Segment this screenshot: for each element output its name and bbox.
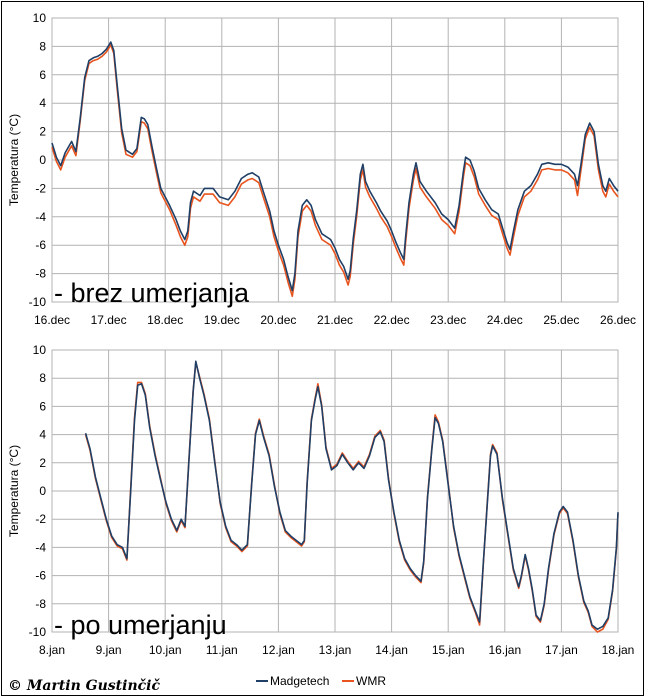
y-tick-label: 10 xyxy=(33,343,47,357)
x-tick-label: 18.jan xyxy=(602,643,635,657)
y-axis-label: Temperatura (°C) xyxy=(7,114,21,206)
x-tick-label: 16.dec xyxy=(34,313,70,327)
x-tick-label: 11.jan xyxy=(206,643,238,657)
x-tick-label: 12.jan xyxy=(262,643,295,657)
y-tick-label: 0 xyxy=(39,153,46,167)
chart-top: 10 8 6 4 2 0 -2 -4 -6 -8 -10 16.dec 17.dec 18.dec 19.d… xyxy=(7,11,636,327)
x-tick-label: 14.jan xyxy=(375,643,408,657)
x-tick-label: 25.dec xyxy=(543,313,579,327)
copyright-text: © Martin Gustinčič xyxy=(8,678,160,694)
x-tick-label: 10.jan xyxy=(149,643,182,657)
legend: Madgetech WMR xyxy=(256,674,386,688)
chart-annotation: - brez umerjanja xyxy=(54,278,250,308)
y-tick-label: -2 xyxy=(35,181,46,195)
y-tick-label: 2 xyxy=(39,456,46,470)
y-tick-label: 0 xyxy=(39,484,46,498)
x-tick-label: 16.jan xyxy=(488,643,521,657)
y-tick-label: 4 xyxy=(39,428,46,442)
y-tick-label: 2 xyxy=(39,125,46,139)
x-tick-label: 21.dec xyxy=(317,313,353,327)
x-tick-label: 9.jan xyxy=(96,643,122,657)
y-tick-label: -8 xyxy=(35,267,46,281)
y-tick-label: 8 xyxy=(39,371,46,385)
y-tick-label: 10 xyxy=(33,11,47,25)
x-tick-label: 23.dec xyxy=(430,313,466,327)
y-tick-label: 8 xyxy=(39,39,46,53)
y-tick-label: 4 xyxy=(39,96,46,110)
y-tick-label: 6 xyxy=(39,399,46,413)
y-tick-label: -4 xyxy=(35,210,46,224)
y-tick-label: -6 xyxy=(35,238,46,252)
y-tick-label: 6 xyxy=(39,68,46,82)
chart-bottom: 10 8 6 4 2 0 -2 -4 -6 -8 -10 8.jan 9.jan 10.jan 11.jan… xyxy=(7,343,634,657)
legend-label-wmr: WMR xyxy=(356,674,386,688)
y-tick-label: -2 xyxy=(35,512,46,526)
x-tick-label: 26.dec xyxy=(600,313,636,327)
x-tick-label: 22.dec xyxy=(374,313,410,327)
x-tick-label: 24.dec xyxy=(487,313,523,327)
x-tick-label: 17.jan xyxy=(545,643,578,657)
y-axis-label: Temperatura (°C) xyxy=(7,445,21,537)
series-line-madgetech xyxy=(51,41,619,292)
y-tick-label: -10 xyxy=(29,625,47,639)
plot-area xyxy=(51,17,619,303)
y-tick-label: -4 xyxy=(35,540,46,554)
x-tick-label: 18.dec xyxy=(147,313,183,327)
x-tick-label: 13.jan xyxy=(319,643,352,657)
legend-label-madgetech: Madgetech xyxy=(270,674,329,688)
y-tick-label: -6 xyxy=(35,569,46,583)
x-tick-label: 19.dec xyxy=(204,313,240,327)
y-tick-label: -8 xyxy=(35,597,46,611)
x-tick-label: 20.dec xyxy=(260,313,296,327)
plot-area xyxy=(51,349,619,633)
y-tick-label: -10 xyxy=(29,295,47,309)
chart-annotation: - po umerjanju xyxy=(54,610,227,640)
x-tick-label: 15.jan xyxy=(432,643,465,657)
series-line-madgetech xyxy=(84,360,619,631)
x-tick-label: 8.jan xyxy=(39,643,65,657)
x-tick-label: 17.dec xyxy=(91,313,127,327)
